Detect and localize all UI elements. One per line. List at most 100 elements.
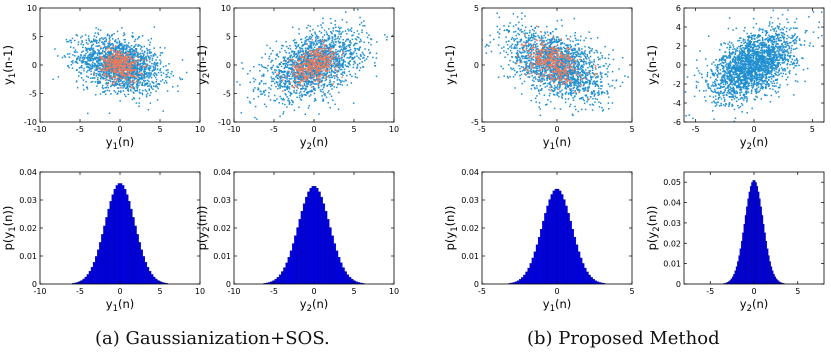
scatter-point — [351, 38, 354, 41]
scatter-point — [334, 69, 337, 71]
scatter-point — [130, 89, 132, 92]
scatter-point — [110, 69, 112, 72]
scatter-point — [341, 59, 343, 61]
scatter-point — [295, 56, 297, 59]
scatter-point — [306, 63, 309, 66]
scatter-point — [133, 53, 136, 55]
scatter-point — [283, 99, 285, 101]
scatter-point — [322, 51, 324, 53]
scatter-point — [95, 36, 98, 38]
scatter-point — [322, 55, 324, 58]
scatter-point — [93, 38, 95, 40]
scatter-point — [72, 47, 75, 49]
scatter-point — [129, 65, 131, 68]
scatter-point — [338, 58, 340, 60]
scatter-point — [316, 35, 319, 38]
scatter-point — [96, 39, 98, 42]
scatter-point — [302, 53, 304, 56]
scatter-point — [138, 72, 140, 75]
scatter-point — [313, 46, 316, 48]
scatter-point — [114, 61, 116, 64]
scatter-point — [101, 51, 104, 53]
scatter-point — [98, 82, 100, 84]
scatter-point — [98, 39, 101, 41]
scatter-point — [100, 52, 103, 55]
scatter-point — [341, 18, 344, 21]
scatter-point — [386, 39, 388, 41]
scatter-point — [115, 61, 117, 63]
scatter-point — [313, 67, 315, 69]
scatter-point — [352, 66, 355, 69]
scatter-point — [354, 43, 356, 45]
scatter-point — [262, 73, 265, 76]
scatter-point — [68, 66, 70, 69]
scatter-point — [107, 55, 109, 57]
scatter-point — [296, 69, 298, 72]
scatter-point — [119, 67, 121, 70]
scatter-point — [312, 62, 314, 65]
scatter-point — [300, 78, 303, 81]
scatter-point — [309, 68, 312, 71]
scatter-point — [95, 57, 97, 59]
x-tick-label: 10 — [389, 125, 399, 134]
scatter-point — [266, 67, 268, 70]
scatter-point — [108, 72, 111, 74]
scatter-point — [266, 44, 268, 47]
scatter-point — [353, 31, 355, 34]
scatter-point — [115, 49, 117, 51]
scatter-point — [284, 77, 287, 79]
scatter-point — [123, 45, 125, 48]
scatter-point — [127, 82, 129, 84]
scatter-point — [286, 71, 289, 74]
scatter-point — [102, 72, 104, 74]
scatter-point — [119, 84, 121, 87]
scatter-point — [100, 57, 102, 60]
scatter-point — [287, 80, 290, 82]
scatter-point — [114, 55, 117, 58]
scatter-point — [126, 74, 129, 77]
scatter-point — [314, 50, 316, 52]
scatter-point — [276, 66, 279, 69]
scatter-point — [286, 88, 288, 91]
scatter-point — [299, 83, 301, 86]
scatter-point — [96, 61, 98, 63]
scatter-point — [140, 75, 143, 78]
scatter-point — [130, 62, 133, 64]
scatter-point — [124, 60, 126, 63]
scatter-point — [289, 93, 292, 95]
scatter-point — [90, 70, 92, 73]
scatter-point — [352, 34, 354, 37]
scatter-point — [94, 51, 96, 54]
scatter-point — [134, 73, 137, 76]
scatter-point — [507, 77, 509, 79]
scatter-point — [85, 57, 88, 59]
scatter-point — [553, 81, 556, 83]
scatter-point — [305, 49, 307, 51]
scatter-point — [73, 39, 76, 42]
scatter-point — [329, 43, 332, 46]
scatter-point — [156, 64, 159, 67]
scatter-point — [177, 90, 179, 93]
scatter-point — [303, 57, 306, 59]
scatter-point — [277, 77, 279, 80]
scatter-point — [124, 58, 127, 60]
scatter-point — [338, 33, 340, 35]
scatter-point — [601, 56, 604, 59]
scatter-point — [326, 47, 328, 50]
scatter-point — [318, 56, 321, 58]
scatter-point — [294, 75, 297, 78]
scatter-point — [571, 76, 573, 79]
scatter-point — [323, 62, 325, 64]
scatter-point — [314, 33, 316, 35]
scatter-point — [342, 59, 345, 61]
scatter-point — [289, 56, 291, 58]
scatter-point — [110, 51, 112, 54]
scatter-point — [99, 81, 101, 83]
scatter-point — [296, 65, 298, 68]
scatter-point — [585, 74, 587, 77]
scatter-point — [118, 51, 120, 53]
scatter-point — [110, 43, 113, 46]
scatter-point — [293, 89, 295, 92]
scatter-point — [333, 38, 336, 41]
scatter-point — [140, 74, 143, 76]
